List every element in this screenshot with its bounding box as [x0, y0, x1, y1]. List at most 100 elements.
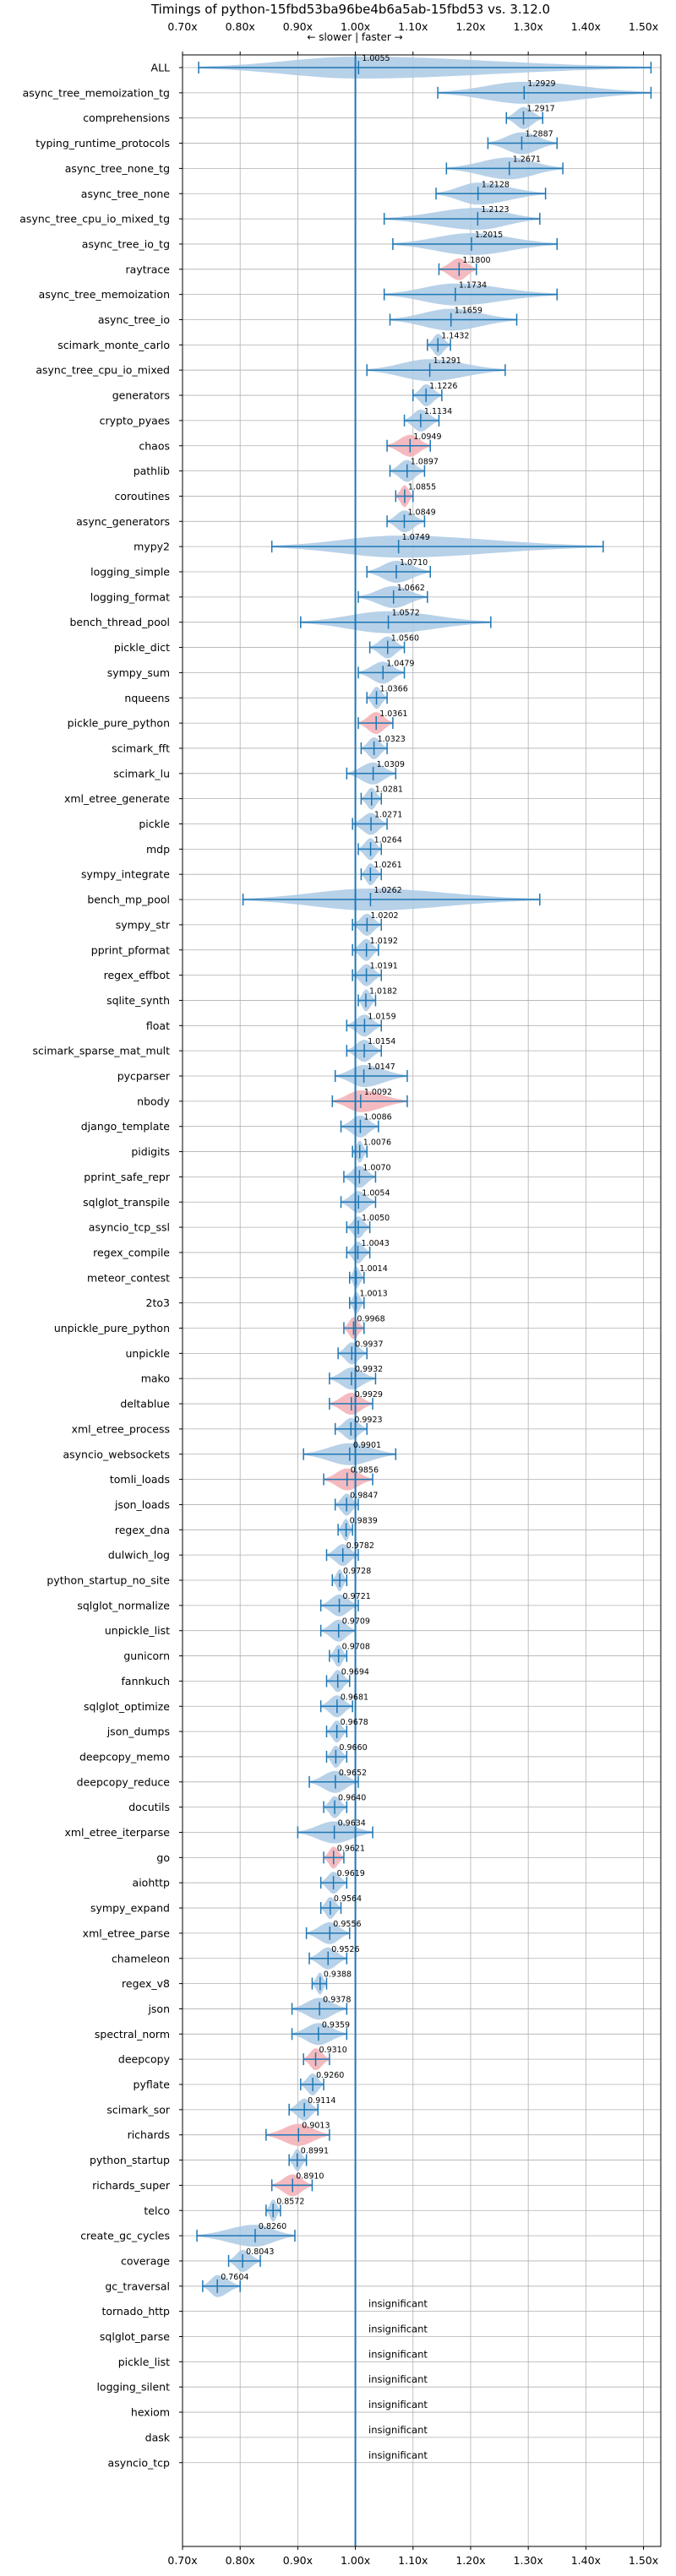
x-tick-label-top: 1.30x — [514, 20, 543, 33]
y-tick-label: sympy_expand — [90, 1902, 170, 1915]
y-tick-label: async_tree_memoization — [39, 288, 170, 301]
median-value-label: 1.0013 — [359, 1290, 387, 1299]
median-value-label: 0.9782 — [346, 1541, 374, 1551]
y-tick-label: aiohttp — [133, 1877, 171, 1889]
y-tick-label: tomli_loads — [110, 1473, 170, 1486]
y-tick-label: xml_etree_generate — [64, 792, 170, 805]
y-tick-label: telco — [144, 2204, 170, 2217]
y-tick-label: mako — [141, 1372, 170, 1385]
median-value-label: 1.2929 — [527, 79, 555, 89]
y-tick-label: go — [156, 1851, 170, 1864]
y-tick-label: tornado_http — [101, 2305, 170, 2318]
y-tick-label: unpickle — [125, 1347, 170, 1360]
median-value-label: 0.9114 — [308, 2096, 335, 2106]
y-tick-label: logging_format — [90, 590, 170, 603]
y-tick-label: bench_mp_pool — [87, 894, 170, 906]
y-tick-label: pickle_dict — [114, 641, 170, 654]
violin-layer — [196, 55, 652, 2546]
median-value-label: 1.1659 — [455, 307, 482, 316]
y-tick-label: async_tree_memoization_tg — [23, 86, 170, 99]
median-value-label: 1.0182 — [369, 986, 397, 996]
median-value-label: 0.9923 — [354, 1416, 382, 1425]
x-tick-label-top: 1.50x — [629, 20, 658, 33]
y-tick-label: sympy_integrate — [81, 868, 170, 881]
y-tick-label: sympy_str — [116, 918, 171, 931]
y-tick-label: sqlglot_transpile — [83, 1196, 170, 1209]
median-value-label: 0.9678 — [341, 1718, 368, 1727]
x-tick-label-top: 0.80x — [226, 20, 255, 33]
x-tick-label-bottom: 1.20x — [455, 2554, 485, 2567]
x-tick-label-bottom: 1.30x — [514, 2554, 543, 2567]
median-value-label: 1.0147 — [368, 1062, 395, 1072]
median-value-label: 0.9260 — [316, 2071, 344, 2080]
y-tick-label: scimark_monte_carlo — [57, 339, 170, 351]
y-tick-label: scimark_sor — [106, 2103, 170, 2116]
y-tick-label: xml_etree_iterparse — [64, 1826, 170, 1839]
y-tick-label: gc_traversal — [105, 2280, 170, 2292]
median-value-label: 1.0479 — [386, 659, 414, 668]
y-tick-label: python_startup — [90, 2154, 170, 2166]
y-tick-label: 2to3 — [146, 1296, 170, 1309]
insignificant-label: insignificant — [368, 2399, 428, 2410]
y-tick-label: crypto_pyaes — [100, 414, 170, 427]
y-tick-label: json — [147, 2003, 170, 2015]
median-value-label: 0.9634 — [338, 1819, 366, 1829]
y-tick-label: meteor_contest — [87, 1271, 170, 1284]
insignificant-label: insignificant — [368, 2323, 428, 2335]
y-tick-label: docutils — [128, 1801, 170, 1813]
median-value-label: 1.0154 — [368, 1037, 395, 1046]
y-tick-label: pyflate — [134, 2079, 171, 2091]
insignificant-label: insignificant — [368, 2449, 428, 2461]
median-value-label: 1.0159 — [368, 1012, 395, 1021]
y-tick-label: spectral_norm — [95, 2028, 170, 2041]
median-value-label: 1.1800 — [462, 256, 490, 265]
y-tick-label: fannkuch — [122, 1675, 170, 1687]
median-value-label: 1.0323 — [378, 735, 406, 744]
median-value-label: 0.8910 — [296, 2171, 324, 2181]
median-value-label: 0.8572 — [276, 2197, 304, 2206]
median-value-label: 0.9937 — [355, 1340, 383, 1349]
y-tick-label: logging_silent — [96, 2381, 170, 2394]
median-value-label: 1.0043 — [362, 1239, 390, 1248]
y-tick-label: float — [146, 1019, 170, 1032]
y-tick-label: pickle — [139, 818, 170, 830]
median-value-label: 1.0662 — [397, 584, 425, 593]
y-tick-label: sqlite_synth — [106, 994, 170, 1007]
median-value-label: 0.9378 — [323, 1995, 351, 2004]
median-value-label: 1.0366 — [380, 684, 408, 693]
median-value-label: 1.0086 — [363, 1113, 391, 1122]
median-value-label: 1.0855 — [408, 482, 436, 492]
y-tick-label: generators — [112, 389, 170, 402]
y-tick-label: xml_etree_process — [72, 1422, 170, 1435]
y-tick-label: mdp — [146, 843, 170, 856]
median-value-label: 0.9564 — [334, 1894, 362, 1904]
median-value-label: 0.9660 — [339, 1743, 367, 1753]
y-tick-label: asyncio_tcp_ssl — [89, 1221, 170, 1234]
median-value-label: 1.0572 — [392, 609, 420, 618]
y-tick-label: pycparser — [117, 1070, 171, 1083]
y-tick-label: pathlib — [134, 465, 170, 477]
median-value-label: 0.9721 — [343, 1592, 371, 1601]
median-value-label: 1.2015 — [475, 231, 503, 240]
y-tick-label: pidigits — [131, 1145, 170, 1158]
y-tick-label: scimark_sparse_mat_mult — [33, 1045, 171, 1057]
median-value-label: 0.9359 — [322, 2020, 350, 2030]
median-value-label: 0.9526 — [331, 1945, 359, 1954]
median-value-label: 0.9728 — [343, 1567, 371, 1576]
median-value-label: 0.9708 — [342, 1643, 370, 1652]
insignificant-label: insignificant — [368, 2298, 428, 2310]
y-tick-label: gunicorn — [123, 1649, 170, 1662]
insignificant-label: insignificant — [368, 2348, 428, 2360]
median-value-label: 1.2123 — [481, 205, 509, 215]
median-value-label: 1.2128 — [482, 180, 510, 189]
y-tick-label: raytrace — [126, 263, 171, 275]
median-value-label: 1.2917 — [526, 105, 554, 114]
median-value-label: 1.0070 — [363, 1163, 390, 1172]
y-tick-label: hexiom — [131, 2406, 170, 2419]
y-tick-label: create_gc_cycles — [80, 2230, 170, 2242]
y-tick-label: async_tree_none — [81, 187, 171, 200]
y-tick-label: django_template — [81, 1120, 171, 1133]
y-tick-label: bench_thread_pool — [69, 616, 170, 628]
median-value-label: 1.2671 — [513, 155, 541, 164]
y-tick-label: sqlglot_parse — [100, 2330, 170, 2343]
